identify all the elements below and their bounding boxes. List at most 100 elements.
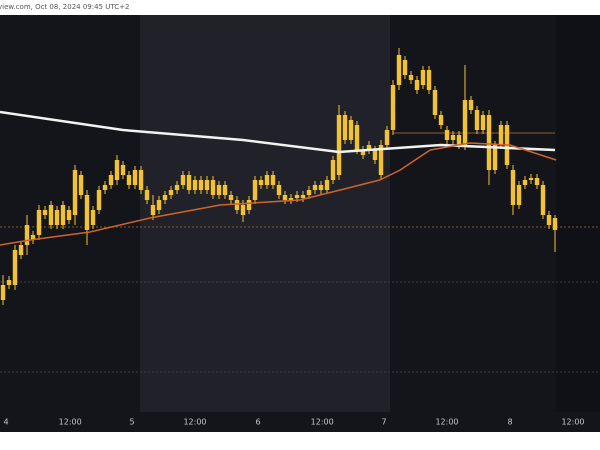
candle-body xyxy=(516,185,522,205)
candle-body xyxy=(312,185,318,190)
candle-body xyxy=(180,175,186,185)
candle-body xyxy=(492,145,498,170)
candle-body xyxy=(408,75,414,80)
candle-body xyxy=(126,175,132,185)
x-tick-label: 12:00 xyxy=(311,418,334,427)
candle-body xyxy=(540,185,546,215)
candle-body xyxy=(318,185,324,190)
candle-body xyxy=(138,170,144,190)
candle-body xyxy=(24,225,30,245)
candle-body xyxy=(330,160,336,180)
candle-body xyxy=(342,115,348,140)
candle-body xyxy=(252,180,258,200)
candle-body xyxy=(30,235,36,240)
candle-body xyxy=(522,180,528,185)
candle-body xyxy=(270,175,276,185)
moving-average xyxy=(0,142,557,246)
candle-body xyxy=(72,170,78,215)
candle-body xyxy=(360,150,366,155)
candle-body xyxy=(108,175,114,185)
candle-body xyxy=(300,195,306,198)
candle-body xyxy=(234,200,240,210)
x-tick-label: 12:00 xyxy=(435,418,458,427)
candle-body xyxy=(432,90,438,115)
candle-body xyxy=(168,190,174,195)
candle-body xyxy=(18,245,24,255)
session-shade xyxy=(140,15,390,412)
header-text: view.com, Oct 08, 2024 09:45 UTC+2 xyxy=(0,3,129,11)
candle-body xyxy=(426,70,432,90)
candle-body xyxy=(210,180,216,195)
candle-body xyxy=(486,115,492,170)
candle-body xyxy=(12,250,18,285)
candle-body xyxy=(480,115,486,130)
candle-body xyxy=(534,178,540,185)
candle-body xyxy=(474,110,480,130)
candle-body xyxy=(78,175,84,195)
candle-body xyxy=(462,100,468,145)
candle-body xyxy=(348,120,354,140)
x-tick-label: 12:00 xyxy=(561,418,584,427)
candle-body xyxy=(198,180,204,190)
candle-body xyxy=(156,200,162,210)
future-area xyxy=(556,15,600,412)
candle-body xyxy=(396,55,402,85)
candle-body xyxy=(6,280,12,285)
candle-body xyxy=(276,185,282,195)
candle-body xyxy=(150,205,156,215)
candle-body xyxy=(144,190,150,200)
candle-body xyxy=(336,115,342,175)
candle-body xyxy=(222,185,228,195)
candle-body xyxy=(390,85,396,130)
candle-body xyxy=(60,205,66,225)
candle-body xyxy=(204,180,210,190)
candle-body xyxy=(258,180,264,185)
candle-body xyxy=(438,115,444,125)
candle-body xyxy=(174,185,180,190)
candle-body xyxy=(402,60,408,75)
candle-body xyxy=(444,130,450,140)
candle-body xyxy=(192,180,198,190)
candle-body xyxy=(48,205,54,225)
candle-body xyxy=(228,195,234,200)
x-tick-label: 12:00 xyxy=(59,418,82,427)
x-tick-label: 6 xyxy=(255,418,260,427)
candle-body xyxy=(294,195,300,198)
candle-body xyxy=(552,218,558,230)
candle-body xyxy=(546,215,552,225)
candle-body xyxy=(132,170,138,185)
candle-body xyxy=(216,185,222,195)
candle-body xyxy=(528,178,534,180)
candle-body xyxy=(90,210,96,225)
candle-body xyxy=(54,210,60,225)
x-tick-label: 5 xyxy=(129,418,134,427)
x-tick-label: 8 xyxy=(507,418,512,427)
candle-body xyxy=(306,190,312,195)
x-tick-label: 12:00 xyxy=(183,418,206,427)
candle-body xyxy=(36,210,42,235)
moving-average xyxy=(0,110,556,154)
candle-body xyxy=(186,175,192,190)
candle-body xyxy=(456,135,462,145)
candle-body xyxy=(84,195,90,230)
candle-body xyxy=(282,195,288,200)
candle-body xyxy=(354,125,360,150)
candle-body xyxy=(114,160,120,180)
candle-body xyxy=(468,100,474,110)
x-tick-label: 4 xyxy=(3,418,8,427)
candle-body xyxy=(420,70,426,85)
candle-body xyxy=(366,145,372,150)
candle-body xyxy=(384,130,390,145)
candle-body xyxy=(246,200,252,210)
candle-body xyxy=(378,145,384,175)
candle-body xyxy=(324,180,330,190)
candle-body xyxy=(0,285,6,300)
candle-body xyxy=(498,125,504,145)
candle-body xyxy=(372,150,378,160)
candle-body xyxy=(102,185,108,190)
x-tick-label: 7 xyxy=(381,418,386,427)
candle-body xyxy=(264,175,270,185)
candle-body xyxy=(162,195,168,200)
